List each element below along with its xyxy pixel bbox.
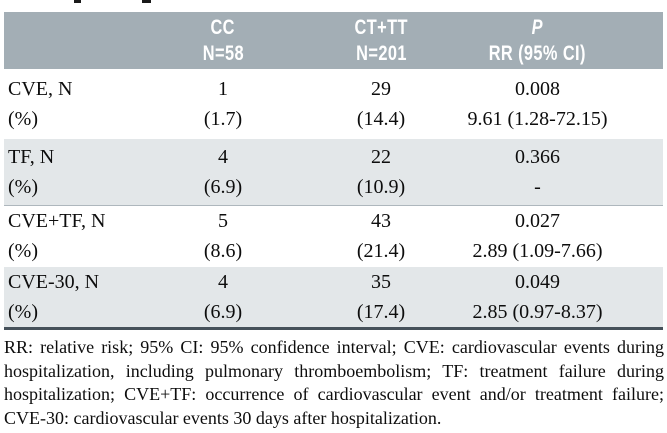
header-rr-label: RR (95% CI) <box>488 41 587 65</box>
cttt-count: 29 <box>371 78 391 100</box>
cc-percent: (8.6) <box>203 240 243 263</box>
cttt-cell: 29 (14.4) <box>296 69 466 139</box>
cc-cell: 5 (8.6) <box>150 205 296 267</box>
results-table: CC N=58 CT+TT N=201 P RR (95% CI) CVE, N… <box>4 12 663 330</box>
row-label-cell: CVE-30, N (%) <box>4 267 150 329</box>
row-label: CVE, N <box>8 78 73 100</box>
spacer-cell <box>609 69 663 139</box>
header-col-p-rr: P RR (95% CI) <box>466 12 609 69</box>
table-header-row: CC N=58 CT+TT N=201 P RR (95% CI) <box>4 12 663 69</box>
cttt-cell: 35 (17.4) <box>296 267 466 329</box>
p-rr-cell: 0.008 9.61 (1.28-72.15) <box>466 69 609 139</box>
footnote-line: RR: relative risk; 95% CI: 95% confidenc… <box>4 337 664 357</box>
p-value: 0.366 <box>515 145 560 168</box>
cttt-count: 35 <box>371 271 391 293</box>
header-col-cc: CC N=58 <box>150 12 296 69</box>
row-label-pct: (%) <box>8 240 38 263</box>
spacer-cell <box>609 267 663 329</box>
rr-value: - <box>534 175 541 198</box>
header-p-label: P <box>531 15 544 39</box>
cttt-percent: (14.4) <box>356 108 406 130</box>
table-footnote: RR: relative risk; 95% CI: 95% confidenc… <box>4 336 664 430</box>
text-remnant-mark <box>74 0 81 3</box>
cttt-count: 43 <box>371 210 391 233</box>
p-value: 0.049 <box>515 271 560 293</box>
cttt-cell: 43 (21.4) <box>296 205 466 267</box>
row-label-pct: (%) <box>8 108 38 130</box>
cttt-percent: (21.4) <box>356 240 406 263</box>
row-label-cell: CVE+TF, N (%) <box>4 205 150 267</box>
header-cttt-n: N=201 <box>355 41 407 65</box>
spacer-cell <box>609 139 663 206</box>
rr-value: 9.61 (1.28-72.15) <box>467 108 608 130</box>
cttt-cell: 22 (10.9) <box>296 139 466 206</box>
row-label-pct: (%) <box>8 301 38 323</box>
header-cttt-label: CT+TT <box>354 15 408 39</box>
footnote-line: hospitalization, including pulmonary thr… <box>4 360 664 381</box>
header-spacer-cell <box>609 12 663 69</box>
p-rr-cell: 0.366 - <box>466 139 609 206</box>
p-value: 0.027 <box>515 210 560 233</box>
header-cc-n: N=58 <box>202 41 244 65</box>
cttt-count: 22 <box>371 145 391 168</box>
header-cc-label: CC <box>210 15 236 39</box>
table-row-cve-30: CVE-30, N (%) 4 (6.9) 35 (17.4) 0.049 2.… <box>4 267 663 329</box>
row-label: CVE+TF, N <box>8 210 106 233</box>
row-label-cell: TF, N (%) <box>4 139 150 206</box>
cttt-percent: (10.9) <box>356 175 406 198</box>
row-label: TF, N <box>8 145 55 168</box>
row-label: CVE-30, N <box>8 271 100 293</box>
footnote-line: CVE-30: cardiovascular events 30 days af… <box>4 407 442 428</box>
text-remnant-mark <box>142 0 151 3</box>
table-row-cve: CVE, N (%) 1 (1.7) 29 (14.4) 0.008 9.61 … <box>4 69 663 139</box>
footnote-line: hospitalization; CVE+TF: occurrence of c… <box>4 384 664 404</box>
cc-cell: 4 (6.9) <box>150 139 296 206</box>
row-label-cell: CVE, N (%) <box>4 69 150 139</box>
cc-cell: 4 (6.9) <box>150 267 296 329</box>
p-rr-cell: 0.049 2.85 (0.97-8.37) <box>466 267 609 329</box>
cttt-percent: (17.4) <box>356 301 406 323</box>
cc-percent: (6.9) <box>203 175 243 198</box>
p-rr-cell: 0.027 2.89 (1.09-7.66) <box>466 205 609 267</box>
cc-count: 5 <box>218 210 228 233</box>
row-label-pct: (%) <box>8 175 38 198</box>
cc-percent: (6.9) <box>203 301 243 323</box>
cc-count: 1 <box>218 78 228 100</box>
header-empty-cell <box>4 12 150 69</box>
cc-count: 4 <box>218 271 228 293</box>
rr-value: 2.85 (0.97-8.37) <box>472 301 603 323</box>
cc-cell: 1 (1.7) <box>150 69 296 139</box>
cc-percent: (1.7) <box>203 108 243 130</box>
cc-count: 4 <box>218 145 228 168</box>
header-col-cttt: CT+TT N=201 <box>296 12 466 69</box>
p-value: 0.008 <box>515 78 560 100</box>
rr-value: 2.89 (1.09-7.66) <box>472 240 603 263</box>
table-row-tf: TF, N (%) 4 (6.9) 22 (10.9) 0.366 - <box>4 139 663 206</box>
spacer-cell <box>609 205 663 267</box>
table-row-cve-tf: CVE+TF, N (%) 5 (8.6) 43 (21.4) 0.027 2.… <box>4 205 663 267</box>
